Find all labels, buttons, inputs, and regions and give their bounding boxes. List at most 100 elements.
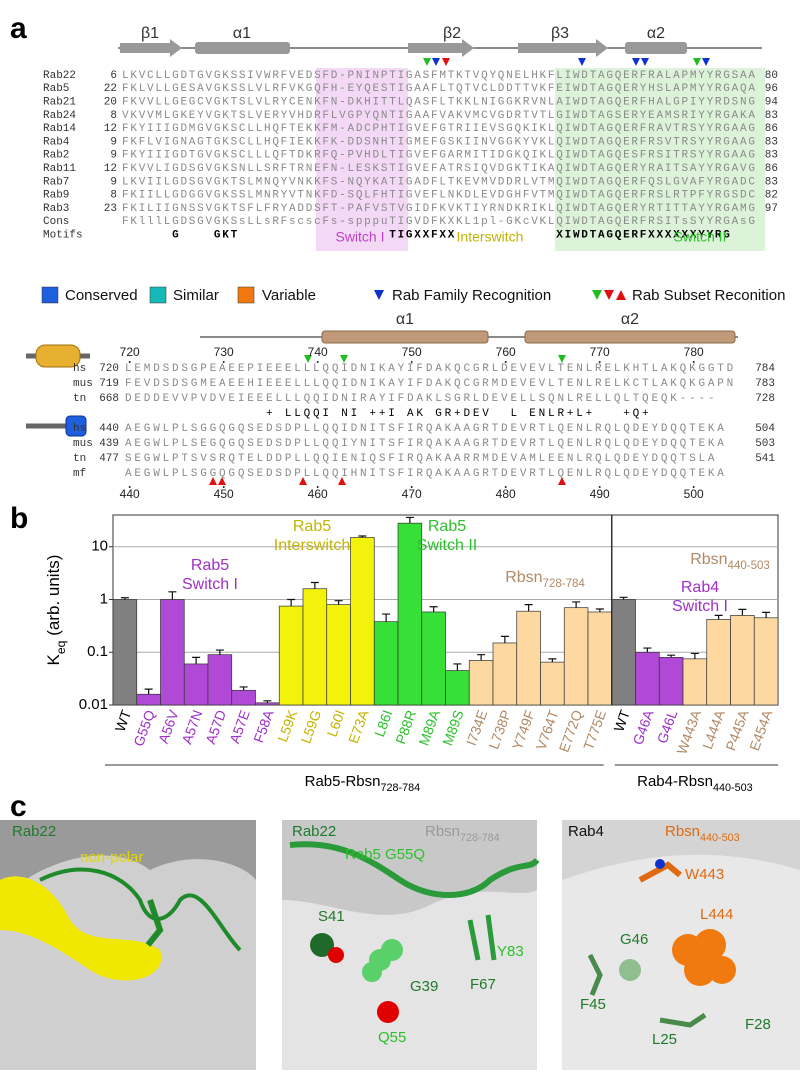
image-label: Rab4 [568, 823, 604, 840]
text-part: S41 [318, 908, 345, 925]
row-start: 719 [99, 378, 119, 390]
subscript: 440-503 [713, 782, 753, 794]
text-part: Rbsn [425, 823, 460, 840]
structure-image [282, 820, 540, 1070]
tick-mark [410, 361, 413, 363]
subscript: 728-784 [543, 578, 586, 590]
sequence: + LLQQI NI ++I AK GR+DEV L ENLR+L+ +Q+ [125, 408, 651, 420]
row-end: 83 [765, 150, 778, 162]
legend-label: Rab Family Recognition [392, 287, 551, 304]
error-bar [595, 608, 604, 612]
y-tick-label: 0.01 [79, 696, 108, 713]
markers [423, 58, 710, 66]
text-part: F67 [470, 976, 496, 993]
row-name: Rab11 [43, 163, 76, 175]
text-part: (arb. units) [44, 555, 63, 641]
text-part: Rab22 [292, 823, 336, 840]
legend-label: Rab Subset Reconition [632, 287, 785, 304]
row-name: Rab5 [43, 83, 69, 95]
text-part: Rab5 G55Q [345, 846, 425, 863]
sequence: DEDDEVVPVDVEIEEELLLQQIDNIRAYIFDAKLSGRLDE… [125, 393, 717, 405]
tick-label: 730 [214, 345, 234, 359]
tick-mark [316, 361, 319, 363]
bar [682, 658, 708, 706]
row-name: Motifs [43, 230, 83, 242]
group-label: Rab4-Rbsn440-503 [637, 773, 753, 794]
panel-label: a [10, 12, 27, 45]
tick-mark [410, 486, 413, 488]
sequence: LEMDSDSGPEAEEPIEEELLLQQIDNIKAYIFDAKQCGRL… [125, 363, 736, 375]
bar [136, 693, 161, 706]
bar [160, 599, 185, 706]
structure-label: β1 [141, 25, 159, 42]
bar [730, 615, 755, 706]
bar [231, 689, 256, 706]
bar [302, 588, 328, 706]
annotation: Rbsn728-784 [505, 569, 585, 590]
tick-label: 460 [308, 487, 328, 501]
error-bar [572, 601, 581, 608]
helix [321, 330, 489, 344]
structure-label: α2 [647, 25, 665, 42]
tick-mark [128, 486, 131, 488]
y-tick-label: 10 [91, 538, 108, 555]
row-end: 83 [765, 110, 778, 122]
annotation: Switch II [417, 537, 477, 554]
bar [112, 599, 138, 706]
row-end: 96 [765, 83, 778, 95]
text-part: L25 [652, 1031, 677, 1048]
tick-label: 470 [402, 487, 422, 501]
x-tick-label: L59K [274, 707, 300, 744]
group-label: Rab5-Rbsn728-784 [305, 773, 421, 794]
text-part: non-polar [80, 849, 143, 866]
legend-label: Conserved [65, 287, 138, 304]
region-label: Switch I [335, 229, 384, 245]
error-bar [192, 656, 201, 664]
error-bar [477, 654, 486, 661]
x-tick-label: G46A [629, 707, 657, 747]
row-start: 23 [104, 203, 117, 215]
x-tick-label: F58A [250, 707, 277, 745]
row-start: 22 [104, 83, 117, 95]
text-part: G46 [620, 931, 648, 948]
row-start: 12 [104, 123, 117, 135]
error-bar [429, 606, 438, 612]
helix [524, 330, 736, 344]
tick-mark [128, 361, 131, 363]
image-label: non-polar [80, 849, 143, 866]
row-end: 83 [765, 136, 778, 148]
sequence: FKlllLGDSGVGKSsLLsRFscscFs-spppuTIGVDFKX… [122, 216, 757, 228]
helix [195, 42, 290, 54]
text-part: W443 [685, 866, 724, 883]
text-part: Y83 [497, 943, 524, 960]
region-label: Interswitch [457, 229, 524, 245]
row-name: Cons [43, 216, 69, 228]
annotation: Switch I [182, 576, 238, 593]
error-bar [405, 516, 414, 524]
error-bar [667, 654, 676, 658]
text-part: Rab22 [12, 823, 56, 840]
x-tick-label: G55Q [130, 708, 158, 749]
text-part: Rab4 [568, 823, 604, 840]
structure-label: β3 [551, 25, 569, 42]
tick-mark [316, 486, 319, 488]
image-label: L444 [700, 906, 733, 923]
tick-label: 500 [684, 487, 704, 501]
sequence: AEGWLPLSEGQGQSEDSDPLLQQIYNITSFIRQAKAAGRT… [125, 438, 727, 450]
row-start: 720 [99, 363, 119, 375]
row-start: 439 [99, 438, 119, 450]
sequence: AEGWLPLSGGQGQSEDSDPLLQQIHNITSFIRQAKAAGRT… [125, 468, 727, 480]
image-label: S41 [318, 908, 345, 925]
row-name: mus [73, 378, 93, 390]
row-name: Rab7 [43, 176, 69, 188]
image-label: Rab22 [12, 823, 56, 840]
bar [350, 537, 375, 706]
subscript: 728-784 [381, 782, 421, 794]
bar [421, 611, 446, 706]
tick-label: 450 [214, 487, 234, 501]
image-label: Y83 [497, 943, 524, 960]
text-part: G39 [410, 978, 438, 995]
y-tick-label: 0.1 [87, 643, 108, 660]
image-label: F45 [580, 996, 606, 1013]
error-bar [358, 535, 367, 538]
